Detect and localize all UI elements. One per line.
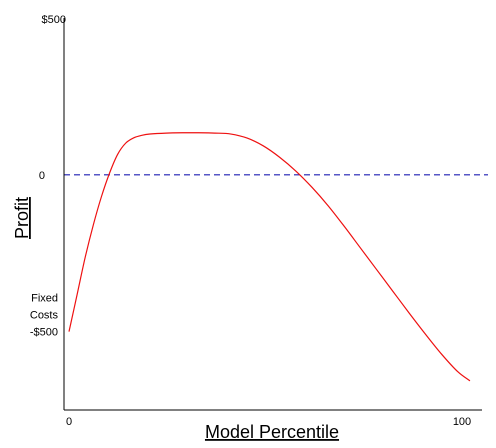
x-tick-label: 100: [453, 416, 471, 428]
y-axis-title: Profit: [12, 197, 32, 239]
x-axis-title: Model Percentile: [205, 422, 339, 442]
axes: [63, 18, 482, 411]
tick-labels: $500 0 Fixed Costs -$500 0 100: [30, 14, 471, 428]
y-tick-label: Costs: [30, 310, 59, 322]
y-tick-label: $500: [42, 14, 66, 26]
y-tick-label: 0: [39, 170, 45, 182]
series-layer: [68, 132, 471, 382]
x-tick-label: 0: [66, 416, 72, 428]
y-tick-label: Fixed: [31, 293, 58, 305]
profit-curve-line: [68, 132, 471, 382]
y-tick-label: -$500: [30, 327, 58, 339]
